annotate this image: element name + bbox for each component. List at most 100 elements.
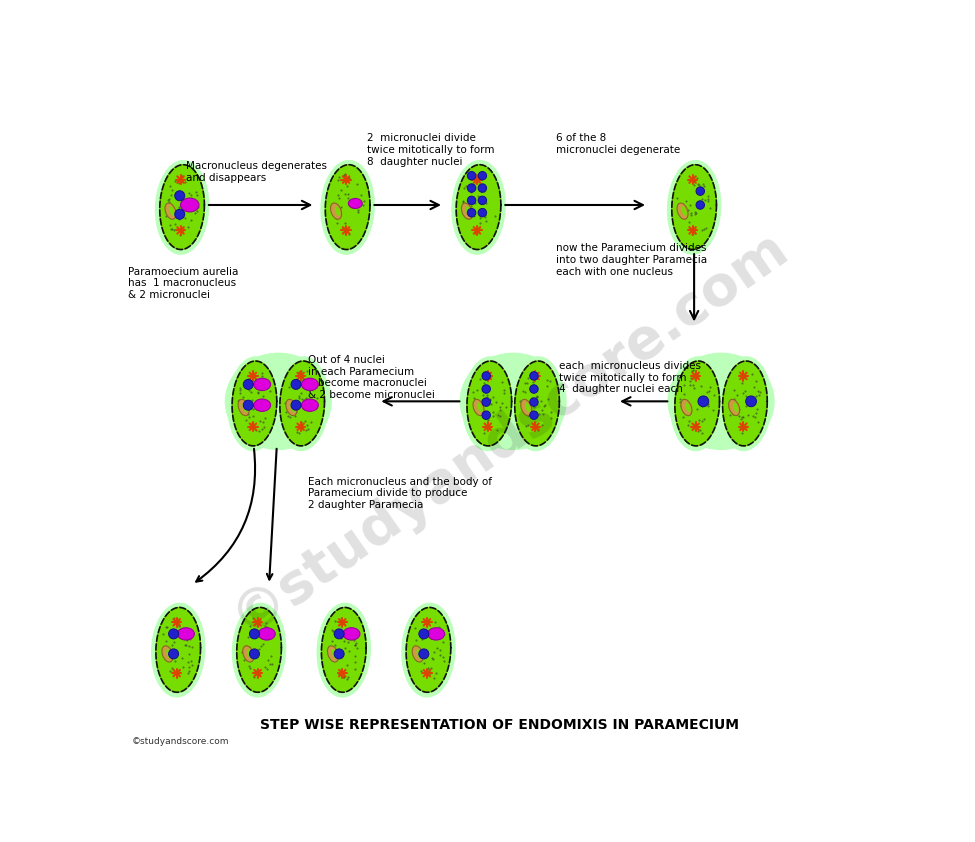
Polygon shape xyxy=(227,356,282,451)
Text: ©studyandscore.com: ©studyandscore.com xyxy=(221,219,798,645)
Ellipse shape xyxy=(696,187,705,195)
Polygon shape xyxy=(722,361,767,446)
Text: 6 of the 8
micronuclei degenerate: 6 of the 8 micronuclei degenerate xyxy=(556,133,680,155)
Ellipse shape xyxy=(180,198,199,212)
Polygon shape xyxy=(155,160,210,255)
Ellipse shape xyxy=(419,649,429,659)
Text: Out of 4 nuclei
in each Paramecium
2 become macronuclei
& 2 become micronuclei: Out of 4 nuclei in each Paramecium 2 bec… xyxy=(307,355,435,400)
Ellipse shape xyxy=(529,385,538,393)
Ellipse shape xyxy=(478,196,487,205)
Polygon shape xyxy=(515,361,560,446)
Polygon shape xyxy=(237,607,282,692)
Polygon shape xyxy=(326,165,370,249)
Ellipse shape xyxy=(291,400,301,410)
Ellipse shape xyxy=(478,172,487,180)
Polygon shape xyxy=(667,160,722,255)
Ellipse shape xyxy=(343,628,360,640)
Ellipse shape xyxy=(416,649,422,658)
Ellipse shape xyxy=(238,399,250,416)
Ellipse shape xyxy=(685,402,690,413)
Ellipse shape xyxy=(177,628,194,640)
Polygon shape xyxy=(156,607,201,692)
Ellipse shape xyxy=(459,353,566,450)
Ellipse shape xyxy=(461,203,473,219)
Ellipse shape xyxy=(244,400,254,410)
Text: STEP WISE REPRESENTATION OF ENDOMIXIS IN PARAMECIUM: STEP WISE REPRESENTATION OF ENDOMIXIS IN… xyxy=(259,717,739,732)
Polygon shape xyxy=(232,603,287,698)
Polygon shape xyxy=(675,361,720,446)
Ellipse shape xyxy=(166,649,172,658)
Ellipse shape xyxy=(482,371,490,381)
Ellipse shape xyxy=(250,649,259,659)
Ellipse shape xyxy=(334,649,344,659)
Ellipse shape xyxy=(682,206,686,216)
Ellipse shape xyxy=(224,353,332,450)
Text: Macronucleus degenerates
and disappears: Macronucleus degenerates and disappears xyxy=(186,161,327,183)
Ellipse shape xyxy=(254,399,271,412)
Text: 2  micronuclei divide
twice mitotically to form
8  daughter nuclei: 2 micronuclei divide twice mitotically t… xyxy=(367,133,494,167)
Polygon shape xyxy=(322,607,366,692)
Ellipse shape xyxy=(473,399,484,416)
Ellipse shape xyxy=(677,203,688,219)
Ellipse shape xyxy=(301,399,319,412)
Ellipse shape xyxy=(529,411,538,419)
Text: each  micronucleus divides
twice mitotically to form
4  daughter nuclei each: each micronucleus divides twice mitotica… xyxy=(560,361,701,395)
Ellipse shape xyxy=(467,196,476,205)
Polygon shape xyxy=(275,356,330,451)
Ellipse shape xyxy=(467,184,476,192)
Ellipse shape xyxy=(478,209,487,217)
Ellipse shape xyxy=(668,353,775,450)
Ellipse shape xyxy=(165,203,176,219)
Ellipse shape xyxy=(169,629,178,639)
Polygon shape xyxy=(672,165,717,249)
Ellipse shape xyxy=(175,209,184,219)
Polygon shape xyxy=(467,361,512,446)
Ellipse shape xyxy=(419,629,429,639)
Polygon shape xyxy=(402,603,455,698)
Polygon shape xyxy=(407,607,450,692)
Ellipse shape xyxy=(331,203,341,219)
Ellipse shape xyxy=(733,402,738,413)
Polygon shape xyxy=(160,165,205,249)
Text: Paramoecium aurelia
has  1 macronucleus
& 2 micronuclei: Paramoecium aurelia has 1 macronucleus &… xyxy=(128,267,239,300)
Ellipse shape xyxy=(254,378,271,391)
Ellipse shape xyxy=(162,646,173,662)
Ellipse shape xyxy=(482,385,490,393)
Ellipse shape xyxy=(244,380,254,389)
Ellipse shape xyxy=(258,628,275,640)
Ellipse shape xyxy=(169,649,178,659)
Ellipse shape xyxy=(348,199,363,209)
Ellipse shape xyxy=(243,402,248,413)
Ellipse shape xyxy=(746,396,757,407)
Ellipse shape xyxy=(529,398,538,407)
Text: ©studyandscore.com: ©studyandscore.com xyxy=(132,738,229,746)
Ellipse shape xyxy=(482,398,490,407)
Ellipse shape xyxy=(334,629,344,639)
Polygon shape xyxy=(718,356,772,451)
Ellipse shape xyxy=(521,399,531,416)
Ellipse shape xyxy=(291,402,295,413)
Ellipse shape xyxy=(170,206,175,216)
Ellipse shape xyxy=(698,396,709,407)
Polygon shape xyxy=(462,356,517,451)
Ellipse shape xyxy=(529,371,538,381)
Ellipse shape xyxy=(301,378,319,391)
Polygon shape xyxy=(280,361,325,446)
Ellipse shape xyxy=(291,380,301,389)
Polygon shape xyxy=(232,361,277,446)
Ellipse shape xyxy=(466,206,471,216)
Ellipse shape xyxy=(696,200,705,209)
Ellipse shape xyxy=(526,402,530,413)
Ellipse shape xyxy=(332,649,337,658)
Ellipse shape xyxy=(681,399,692,416)
Ellipse shape xyxy=(412,646,423,662)
Ellipse shape xyxy=(467,172,476,180)
Ellipse shape xyxy=(243,646,254,662)
Ellipse shape xyxy=(334,206,340,216)
Polygon shape xyxy=(321,160,374,255)
Ellipse shape xyxy=(728,399,740,416)
Polygon shape xyxy=(317,603,371,698)
Ellipse shape xyxy=(175,191,184,200)
Ellipse shape xyxy=(482,411,490,419)
Ellipse shape xyxy=(286,399,297,416)
